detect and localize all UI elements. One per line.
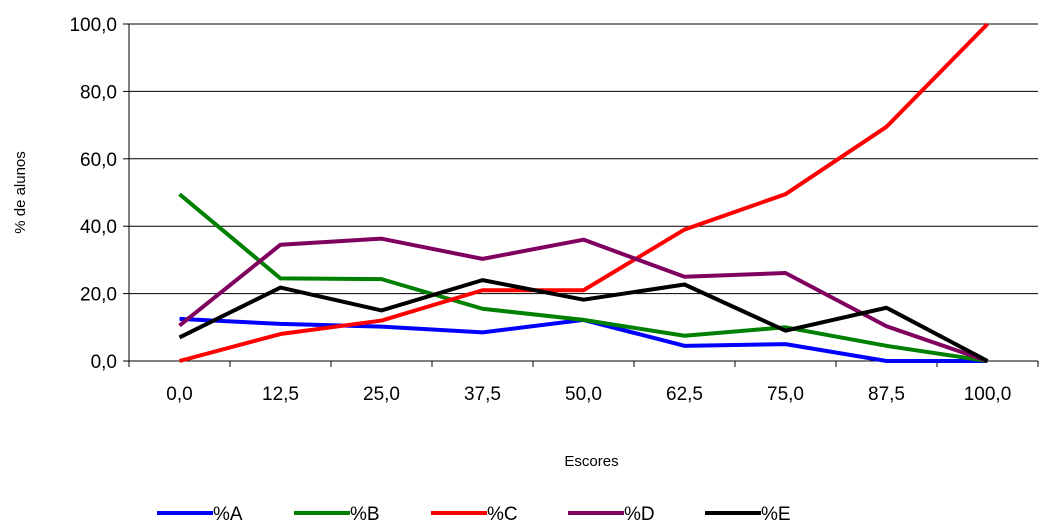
legend-label-a: %A <box>213 504 243 525</box>
y-axis-title: % de alunos <box>12 151 29 234</box>
x-tick-label-6: 75,0 <box>767 384 804 405</box>
x-tick-label-1: 12,5 <box>262 384 299 405</box>
series-line-a <box>179 316 988 363</box>
y-tick-label-3: 60,0 <box>80 150 117 171</box>
x-axis-ticks: 0,0 12,5 25,0 37,5 50,0 62,5 75,0 87,5 100,0 <box>128 361 1039 405</box>
x-tick-label-2: 25,0 <box>363 384 400 405</box>
y-axis-ticks: 0,0 20,0 40,0 60,0 80,0 100,0 <box>69 15 129 373</box>
legend: %A %B %C %D %E <box>157 504 791 525</box>
series-lines <box>178 22 989 363</box>
series-line-b <box>178 192 988 363</box>
legend-label-b: %B <box>350 504 380 525</box>
legend-label-d: %D <box>624 504 655 525</box>
y-tick-label-5: 100,0 <box>69 15 117 36</box>
series-line-d <box>178 236 989 363</box>
legend-label-c: %C <box>487 504 518 525</box>
series-line-c <box>178 22 989 363</box>
x-tick-label-0: 0,0 <box>166 384 192 405</box>
legend-label-e: %E <box>761 504 791 525</box>
x-tick-label-7: 87,5 <box>868 384 905 405</box>
x-tick-label-3: 37,5 <box>464 384 501 405</box>
y-tick-label-2: 40,0 <box>80 217 117 238</box>
x-tick-label-5: 62,5 <box>666 384 703 405</box>
y-tick-label-4: 80,0 <box>80 82 117 103</box>
gridlines <box>129 23 1038 295</box>
x-tick-label-4: 50,0 <box>565 384 602 405</box>
x-tick-label-8: 100,0 <box>964 384 1012 405</box>
y-tick-label-0: 0,0 <box>91 352 117 373</box>
x-axis-title: Escores <box>564 453 618 470</box>
series-line-e <box>178 278 989 363</box>
y-tick-label-1: 20,0 <box>80 285 117 306</box>
